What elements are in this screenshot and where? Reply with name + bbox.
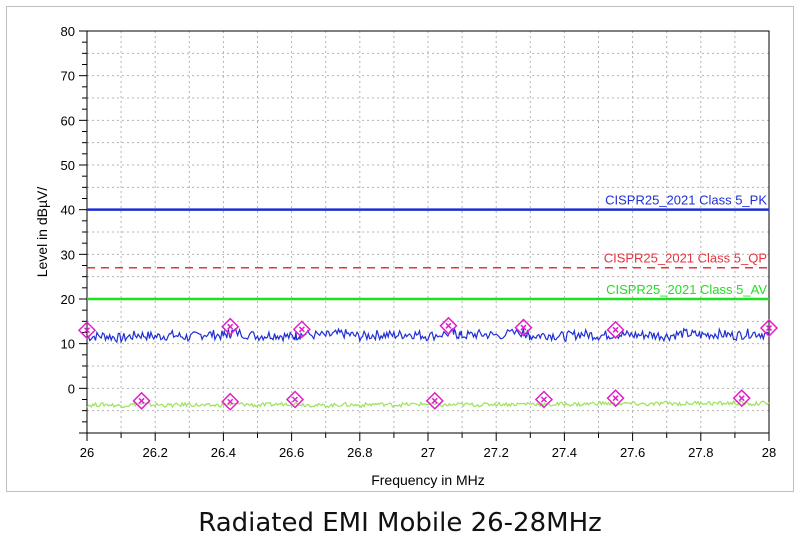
axes <box>79 30 770 441</box>
marker-cross <box>291 396 299 403</box>
plot-border <box>86 30 770 434</box>
figure-caption: Radiated EMI Mobile 26-28MHz <box>198 508 602 538</box>
marker-cross <box>738 395 745 402</box>
peak-marker <box>606 320 625 339</box>
x-tick-label: 26.2 <box>143 445 168 460</box>
peak-marker <box>514 318 533 337</box>
peak-marker <box>439 316 458 335</box>
marker-diamond <box>439 316 458 335</box>
marker-cross <box>612 395 619 402</box>
marker-cross <box>445 322 452 329</box>
labels: 26 26.2 26.4 26.6 26.8 27 27.2 27.4 27.6 27.8 28 80… <box>34 24 776 488</box>
marker-diamond <box>221 317 240 336</box>
marker-diamond <box>285 390 305 409</box>
y-axis-label: Level in dBµV/ <box>34 187 50 278</box>
y-tick-label: 70 <box>61 69 75 84</box>
y-tick-label: 30 <box>61 247 75 262</box>
peak-marker <box>732 389 751 408</box>
limit-line-label: CISPR25_2021 Class 5_AV <box>606 282 767 297</box>
x-tick-label: 28 <box>762 445 776 460</box>
marker-cross <box>227 323 234 330</box>
marker-diamond <box>759 318 779 338</box>
marker-diamond <box>132 391 151 410</box>
peak-marker <box>221 317 240 336</box>
y-tick-label: 40 <box>61 203 75 218</box>
y-tick-label: 60 <box>61 113 75 128</box>
marker-diamond <box>77 321 97 340</box>
peak-marker <box>77 321 97 340</box>
y-tick-label: 80 <box>61 24 75 39</box>
y-tick-label: 10 <box>61 337 75 352</box>
x-tick-label: 27.2 <box>484 445 509 460</box>
x-tick-label: 27.4 <box>552 445 577 460</box>
marker-cross <box>612 326 619 333</box>
marker-cross <box>765 325 773 332</box>
x-tick-label: 27.8 <box>688 445 713 460</box>
marker-cross <box>298 326 305 333</box>
peak-marker <box>606 389 625 408</box>
marker-diamond <box>425 391 444 410</box>
series-line <box>86 399 770 409</box>
series-line <box>86 326 770 345</box>
grid <box>87 31 769 433</box>
marker-diamond <box>732 389 751 408</box>
x-tick-label: 26.6 <box>279 445 304 460</box>
limit-line-label: CISPR25_2021 Class 5_QP <box>604 251 767 266</box>
marker-diamond <box>292 320 311 339</box>
peak-marker <box>425 391 444 410</box>
limit-lines <box>87 208 769 301</box>
x-tick-label: 26.4 <box>211 445 236 460</box>
peak-marker <box>221 392 240 411</box>
marker-cross <box>540 396 547 403</box>
marker-cross <box>520 324 527 331</box>
marker-diamond <box>606 389 625 408</box>
limit-line-label: CISPR25_2021 Class 5_PK <box>605 193 767 208</box>
emi-chart: 26 26.2 26.4 26.6 26.8 27 27.2 27.4 27.6 27.8 28 80… <box>34 24 779 488</box>
marker-diamond <box>606 320 625 339</box>
marker-cross <box>227 398 234 405</box>
series <box>86 326 770 409</box>
y-tick-label: 50 <box>61 158 75 173</box>
y-tick-label: 0 <box>68 381 75 396</box>
y-tick-label: 20 <box>61 292 75 307</box>
x-tick-label: 27 <box>421 445 435 460</box>
x-tick-label: 26 <box>80 445 94 460</box>
marker-cross <box>83 327 91 334</box>
marker-diamond <box>514 318 533 337</box>
chart-frame: 26 26.2 26.4 26.6 26.8 27 27.2 27.4 27.6 27.8 28 80… <box>6 6 794 492</box>
peak-marker <box>285 390 305 409</box>
peak-marker <box>534 390 554 409</box>
marker-diamond <box>534 390 554 409</box>
peak-marker <box>292 320 311 339</box>
peak-marker <box>759 318 779 338</box>
marker-cross <box>138 397 145 404</box>
x-axis-label: Frequency in MHz <box>371 472 485 488</box>
markers <box>77 316 779 411</box>
marker-cross <box>431 397 438 404</box>
x-tick-label: 27.6 <box>620 445 645 460</box>
marker-diamond <box>221 392 240 411</box>
peak-marker <box>132 391 151 410</box>
x-tick-label: 26.8 <box>347 445 372 460</box>
